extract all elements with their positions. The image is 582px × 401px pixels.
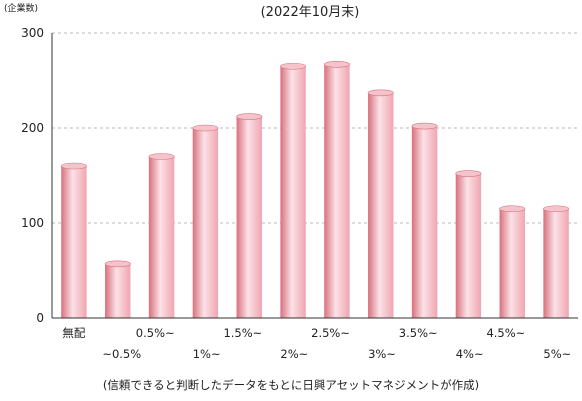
x-tick-label: 2%~ xyxy=(280,347,308,361)
bar xyxy=(280,62,307,318)
bar xyxy=(499,205,526,318)
y-tick-label: 0 xyxy=(36,311,44,325)
x-tick-label: 4%~ xyxy=(456,347,484,361)
x-tick-labels: 無配 0.5%~ 1.5%~ 2.5%~ 3.5%~ 4.5%~ ~0.5% 1%~ 2%~ 3%… xyxy=(62,326,571,361)
bar xyxy=(60,162,87,318)
grid-lines xyxy=(52,32,578,224)
x-tick-label: 1%~ xyxy=(193,347,221,361)
bar xyxy=(543,205,570,318)
bar xyxy=(192,124,219,318)
bar xyxy=(323,61,350,318)
x-tick-label: 3.5%~ xyxy=(399,326,438,340)
x-tick-label: 1.5%~ xyxy=(223,326,262,340)
x-tick-label: 3%~ xyxy=(368,347,396,361)
y-tick-labels: 0 100 200 300 xyxy=(21,26,44,325)
bar xyxy=(236,113,263,318)
x-tick-label: 5%~ xyxy=(543,347,571,361)
y-tick-label: 200 xyxy=(21,121,44,135)
y-tick-label: 100 xyxy=(21,216,44,230)
y-axis-label: (企業数) xyxy=(4,2,38,14)
x-tick-label: 2.5%~ xyxy=(311,326,350,340)
bar xyxy=(411,122,438,318)
x-tick-label: 4.5%~ xyxy=(486,326,525,340)
bar xyxy=(148,153,175,318)
x-tick-label: ~0.5% xyxy=(102,347,141,361)
bar xyxy=(104,260,131,318)
bars xyxy=(60,61,570,318)
bar xyxy=(455,170,482,318)
y-tick-label: 300 xyxy=(21,26,44,40)
source-note: (信頼できると判断したデータをもとに日興アセットマネジメントが作成) xyxy=(103,378,479,392)
chart-subtitle: (2022年10月末) xyxy=(261,5,360,20)
bar xyxy=(367,89,394,318)
x-tick-label: 0.5%~ xyxy=(136,326,175,340)
x-tick-label: 無配 xyxy=(62,326,85,340)
